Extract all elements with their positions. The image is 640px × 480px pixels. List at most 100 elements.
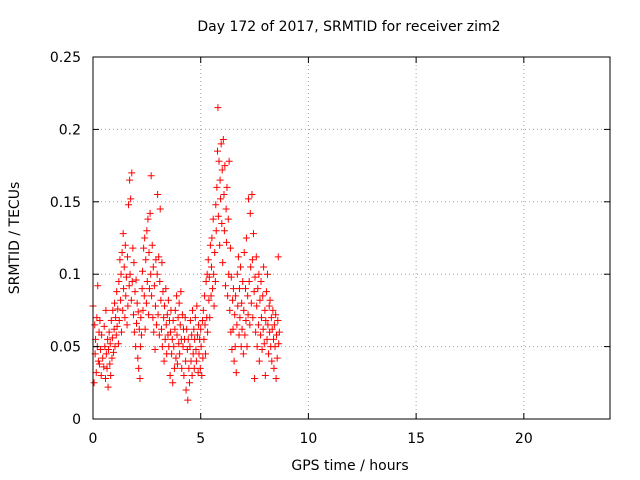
x-tick-label: 0 <box>89 431 98 447</box>
data-point <box>246 321 254 329</box>
tick-labels: 0 5 10 15 20 0 0.05 0.1 0.15 0.2 0.25 <box>50 50 533 447</box>
x-tick-label: 20 <box>515 431 533 447</box>
data-point <box>126 270 134 278</box>
data-point <box>256 296 264 304</box>
data-point <box>140 244 148 252</box>
data-point <box>142 256 150 264</box>
data-point <box>240 306 248 314</box>
data-point <box>261 306 269 314</box>
data-point <box>96 317 104 325</box>
data-point <box>199 354 207 362</box>
data-point <box>181 314 189 322</box>
data-point <box>100 363 108 371</box>
data-point <box>260 263 268 271</box>
plot-frame <box>92 56 611 420</box>
data-point <box>105 345 113 353</box>
data-point <box>216 176 224 184</box>
data-point <box>229 325 237 333</box>
data-point <box>149 314 157 322</box>
data-point <box>195 321 203 329</box>
data-point <box>97 345 105 353</box>
data-point <box>234 253 242 261</box>
data-point <box>260 340 268 348</box>
data-point <box>101 343 109 351</box>
data-point <box>275 340 283 348</box>
data-point <box>272 374 280 382</box>
data-point <box>175 340 183 348</box>
data-point <box>230 357 238 365</box>
data-point <box>237 263 245 271</box>
data-point <box>176 321 184 329</box>
data-point <box>173 331 181 339</box>
data-point <box>136 343 144 351</box>
data-point <box>212 201 220 209</box>
data-point <box>167 328 175 336</box>
data-point <box>151 302 159 310</box>
data-point <box>92 369 100 377</box>
data-point <box>109 348 117 356</box>
data-point <box>270 321 278 329</box>
data-point <box>218 220 226 228</box>
data-point <box>177 288 185 296</box>
data-point <box>247 263 255 271</box>
data-point <box>223 183 231 191</box>
data-point <box>117 270 125 278</box>
data-point <box>244 292 252 300</box>
data-point <box>272 311 280 319</box>
data-point <box>223 238 231 246</box>
data-point <box>128 277 136 285</box>
data-point <box>197 343 205 351</box>
data-point <box>142 299 150 307</box>
data-point <box>139 267 147 275</box>
x-tick-label: 15 <box>407 431 425 447</box>
data-point <box>153 270 161 278</box>
data-point <box>107 317 115 325</box>
data-point <box>251 273 259 281</box>
data-point <box>234 302 242 310</box>
data-point <box>137 331 145 339</box>
data-point <box>120 285 128 293</box>
data-point <box>128 169 136 177</box>
data-point <box>180 372 188 380</box>
data-point <box>109 306 117 314</box>
y-tick-label: 0.25 <box>50 50 81 66</box>
data-point <box>229 285 237 293</box>
data-point <box>229 296 237 304</box>
data-point <box>214 212 222 220</box>
data-point <box>228 345 236 353</box>
data-point <box>220 191 228 199</box>
data-point <box>208 234 216 242</box>
data-point <box>105 328 113 336</box>
data-point <box>161 302 169 310</box>
x-tick-label: 5 <box>196 431 205 447</box>
data-point <box>252 253 260 261</box>
data-point <box>189 306 197 314</box>
data-point <box>231 311 239 319</box>
data-point <box>210 302 218 310</box>
data-point <box>263 270 271 278</box>
data-point <box>202 277 210 285</box>
data-point <box>211 248 219 256</box>
data-point <box>196 364 204 372</box>
data-point <box>219 136 227 144</box>
data-point <box>163 311 171 319</box>
data-point <box>143 227 151 235</box>
data-point <box>112 331 120 339</box>
data-point <box>122 292 130 300</box>
data-point <box>264 321 272 329</box>
data-point <box>271 343 279 351</box>
data-point <box>169 379 177 387</box>
data-point <box>241 331 249 339</box>
data-point <box>224 292 232 300</box>
data-point <box>117 328 125 336</box>
y-axis-label: SRMTID / TECUs <box>7 182 23 295</box>
data-point <box>239 350 247 358</box>
data-point <box>188 372 196 380</box>
data-point <box>151 345 159 353</box>
data-point <box>137 314 145 322</box>
data-point <box>238 299 246 307</box>
data-point <box>190 364 198 372</box>
data-point <box>122 273 130 281</box>
data-point <box>218 166 226 174</box>
data-point <box>198 372 206 380</box>
